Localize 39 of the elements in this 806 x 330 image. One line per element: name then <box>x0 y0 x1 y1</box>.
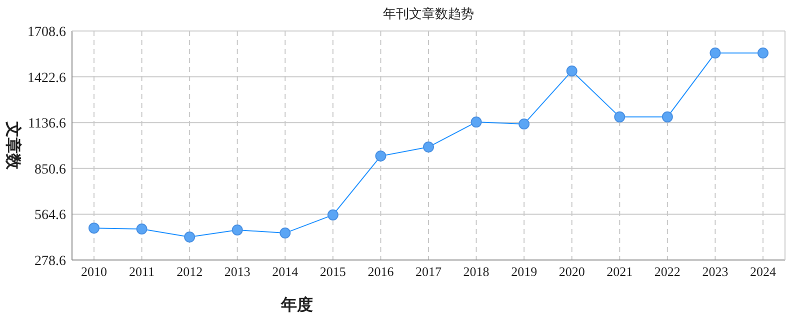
point <box>566 65 578 76</box>
y-tick-label: 1708.6 <box>28 25 66 40</box>
y-tick-label: 850.6 <box>34 162 66 178</box>
y-tick-label: 564.6 <box>34 208 66 224</box>
x-tick-label: 2024 <box>750 264 776 279</box>
y-tick-label: 1136.6 <box>28 116 66 132</box>
point <box>88 222 100 234</box>
point <box>280 228 291 239</box>
x-tick-label: 2021 <box>606 264 633 279</box>
x-tick-label: 2011 <box>129 264 155 279</box>
x-tick-label: 2014 <box>272 264 299 279</box>
point <box>375 150 386 162</box>
chart-title: 年刊文章数趋势 <box>383 7 474 22</box>
x-tick-label: 2020 <box>558 264 585 279</box>
point <box>518 118 530 130</box>
x-tick-label: 2013 <box>224 264 250 279</box>
x-tick-label: 2010 <box>81 264 107 279</box>
y-axis-title: 文章数 <box>4 120 23 170</box>
point <box>662 111 673 122</box>
x-tick-label: 2022 <box>654 264 680 279</box>
x-axis-title: 年度 <box>280 295 313 314</box>
point <box>710 48 721 59</box>
point <box>614 111 626 122</box>
x-tick-label: 2019 <box>511 264 538 279</box>
point <box>184 232 196 243</box>
x-tick-label: 2017 <box>416 264 442 279</box>
point <box>232 224 243 236</box>
point <box>758 48 768 59</box>
x-tick-label: 2012 <box>176 264 203 279</box>
x-tick-label: 2023 <box>702 264 728 279</box>
x-tick-label: 2016 <box>368 264 394 279</box>
point <box>136 224 148 235</box>
point <box>327 209 338 220</box>
y-tick-label: 278.6 <box>34 254 66 269</box>
x-tick-label: 2018 <box>463 264 490 279</box>
y-tick-label: 1422.6 <box>28 70 66 86</box>
point <box>423 142 434 153</box>
x-tick-label: 2015 <box>320 264 346 279</box>
point <box>470 116 482 128</box>
